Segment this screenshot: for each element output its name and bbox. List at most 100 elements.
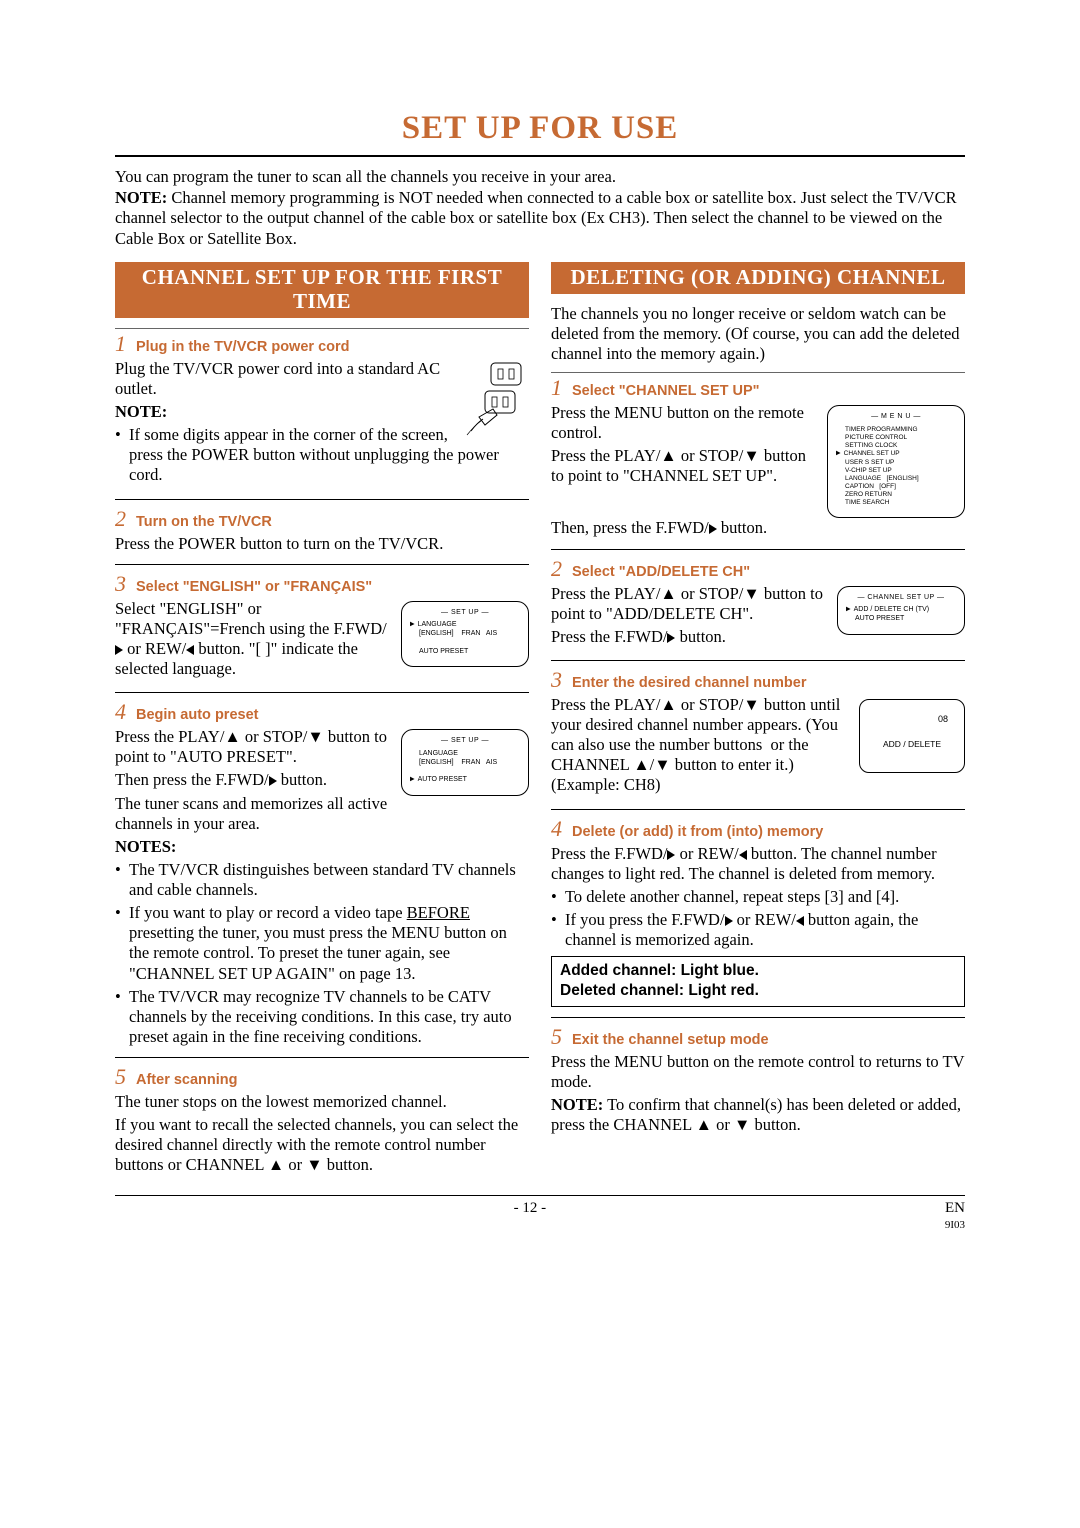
right-step4-head: 4 Delete (or add) it from (into) memory	[551, 816, 965, 842]
left-step4-bullets: The TV/VCR distinguishes between standar…	[115, 860, 529, 1047]
rule	[551, 660, 965, 661]
note-label: NOTE:	[551, 1095, 603, 1114]
step-number: 4	[115, 699, 126, 724]
right-step5-head: 5 Exit the channel setup mode	[551, 1024, 965, 1050]
menu-row: AUTO PRESET	[846, 615, 956, 624]
step-number: 3	[551, 667, 562, 692]
two-column-layout: CHANNEL SET UP FOR THE FIRST TIME 1 Plug…	[115, 262, 965, 1179]
menu-row: LANGUAGE	[410, 621, 457, 628]
text: NOTE: To confirm that channel(s) has bee…	[551, 1095, 965, 1135]
bullet: If you press the F.FWD/ or REW/ button a…	[551, 910, 965, 950]
text: Then, press the F.FWD/ button.	[551, 518, 965, 538]
step-title: Plug in the TV/VCR power cord	[136, 339, 350, 355]
play-right-icon	[725, 916, 733, 926]
rule	[551, 372, 965, 373]
text: Press the F.FWD/ button.	[551, 627, 829, 647]
left-step2-head: 2 Turn on the TV/VCR	[115, 506, 529, 532]
left-step3-head: 3 Select "ENGLISH" or "FRANÇAIS"	[115, 571, 529, 597]
step-title: After scanning	[136, 1072, 238, 1088]
bullet: If some digits appear in the corner of t…	[115, 425, 529, 485]
play-right-icon	[709, 524, 717, 534]
intro-paragraph: You can program the tuner to scan all th…	[115, 167, 965, 250]
play-right-icon	[667, 633, 675, 643]
rule	[551, 549, 965, 550]
channel-label: ADD / DELETE	[866, 739, 958, 749]
text: The tuner stops on the lowest memorized …	[115, 1092, 529, 1112]
text: Press the MENU button on the remote cont…	[551, 403, 819, 443]
note-text: To confirm that channel(s) has been dele…	[551, 1095, 961, 1134]
menu-row: TIMER PROGRAMMING	[836, 426, 956, 434]
step-number: 3	[115, 571, 126, 596]
menu-row: AUTO PRESET	[410, 776, 467, 783]
left-column: CHANNEL SET UP FOR THE FIRST TIME 1 Plug…	[115, 262, 529, 1179]
rule	[115, 499, 529, 500]
rew-left-icon	[186, 645, 194, 655]
callout-line: Deleted channel: Light red.	[560, 981, 956, 1000]
menu-title: — CHANNEL SET UP —	[846, 594, 956, 603]
intro-note-text: Channel memory programming is NOT needed…	[115, 188, 957, 248]
menu-row: ZERO RETURN	[836, 491, 956, 499]
menu-row: USER S SET UP	[836, 459, 956, 467]
left-step1-bullets: If some digits appear in the corner of t…	[115, 425, 529, 485]
rew-left-icon	[739, 850, 747, 860]
menu-row: PICTURE CONTROL	[836, 434, 956, 442]
rew-left-icon	[796, 916, 804, 926]
right-step2-head: 2 Select "ADD/DELETE CH"	[551, 556, 965, 582]
menu-title: — SET UP —	[410, 609, 520, 618]
step-number: 2	[551, 556, 562, 581]
footer-lang: EN	[945, 1200, 965, 1216]
right-step2-body: Press the PLAY/▲ or STOP/▼ button to poi…	[551, 584, 965, 650]
text: The tuner scans and memorizes all active…	[115, 794, 393, 834]
bullet: To delete another channel, repeat steps …	[551, 887, 965, 907]
right-step1-body: Press the MENU button on the remote cont…	[551, 403, 965, 518]
menu-row: [ENGLISH] FRAN AIS	[410, 759, 520, 768]
step-title: Delete (or add) it from (into) memory	[572, 824, 823, 840]
menu-row: SETTING CLOCK	[836, 442, 956, 450]
menu-title: — M E N U —	[836, 413, 956, 422]
text: Press the PLAY/▲ or STOP/▼ button to poi…	[551, 584, 829, 624]
menu-row: V-CHIP SET UP	[836, 467, 956, 475]
text: Press the F.FWD/ or REW/ button. The cha…	[551, 844, 965, 884]
bullet: The TV/VCR distinguishes between standar…	[115, 860, 529, 900]
menu-row	[410, 767, 412, 774]
title-rule	[115, 155, 965, 157]
page-footer: - 12 - EN 9I03	[115, 1195, 965, 1231]
step-title: Exit the channel setup mode	[572, 1032, 769, 1048]
menu-row: CHANNEL SET UP	[836, 450, 900, 457]
menu-row: CAPTION [OFF]	[836, 483, 956, 491]
bullet: The TV/VCR may recognize TV channels to …	[115, 987, 529, 1047]
setup-menu-box: — SET UP — LANGUAGE [ENGLISH] FRAN AIS A…	[401, 729, 529, 796]
notes-label: NOTES:	[115, 837, 529, 857]
left-step3-body: Select "ENGLISH" or "FRANÇAIS"=French us…	[115, 599, 529, 683]
text: Press the PLAY/▲ or STOP/▼ button to poi…	[551, 446, 819, 486]
rule	[551, 1017, 965, 1018]
color-callout: Added channel: Light blue. Deleted chann…	[551, 956, 965, 1007]
rule	[115, 692, 529, 693]
setup-menu-box: — SET UP — LANGUAGE [ENGLISH] FRAN AIS A…	[401, 601, 529, 668]
play-right-icon	[115, 645, 123, 655]
main-menu-box: — M E N U — TIMER PROGRAMMING PICTURE CO…	[827, 405, 965, 518]
step-number: 2	[115, 506, 126, 531]
page-number: - 12 -	[115, 1200, 945, 1231]
menu-row: [ENGLISH] FRAN AIS	[410, 630, 520, 639]
menu-row: TIME SEARCH	[836, 499, 956, 507]
left-banner: CHANNEL SET UP FOR THE FIRST TIME	[115, 262, 529, 318]
text: If you want to recall the selected chann…	[115, 1115, 529, 1175]
footer-code: 9I03	[945, 1219, 965, 1231]
step-number: 5	[551, 1024, 562, 1049]
text: Press the MENU button on the remote cont…	[551, 1052, 965, 1092]
right-step4-body: Press the F.FWD/ or REW/ button. The cha…	[551, 844, 965, 1007]
right-step1-tail: Then, press the F.FWD/ button.	[551, 518, 965, 538]
text: Then press the F.FWD/ button.	[115, 770, 393, 790]
rule	[551, 809, 965, 810]
left-step5-body: The tuner stops on the lowest memorized …	[115, 1092, 529, 1176]
left-step5-head: 5 After scanning	[115, 1064, 529, 1090]
step-title: Select "ENGLISH" or "FRANÇAIS"	[136, 579, 372, 595]
right-banner: DELETING (OR ADDING) CHANNEL	[551, 262, 965, 294]
step-title: Begin auto preset	[136, 707, 258, 723]
callout-line: Added channel: Light blue.	[560, 961, 956, 980]
step-number: 1	[551, 375, 562, 400]
right-step5-body: Press the MENU button on the remote cont…	[551, 1052, 965, 1136]
rule	[115, 1057, 529, 1058]
play-right-icon	[269, 776, 277, 786]
